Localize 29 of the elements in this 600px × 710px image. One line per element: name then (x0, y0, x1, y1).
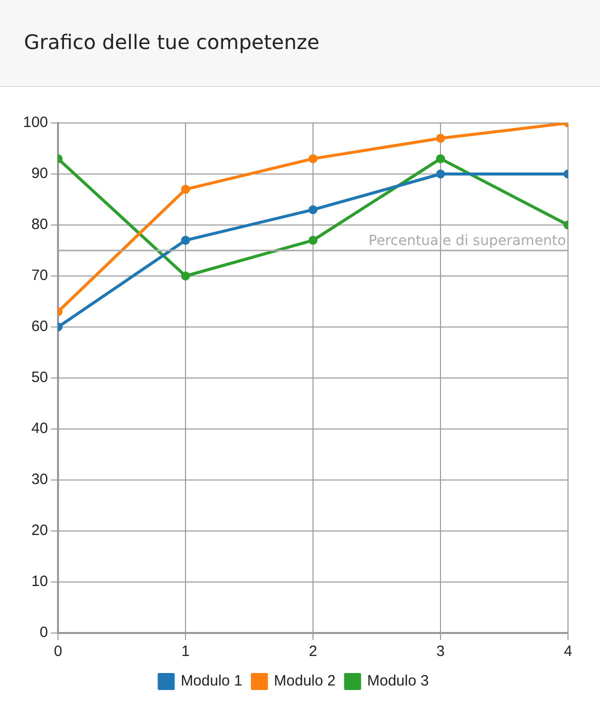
x-tick-label: 1 (181, 643, 190, 660)
y-tick-label: 10 (31, 573, 48, 590)
x-tick-label: 3 (436, 643, 445, 660)
legend-label: Modulo 2 (274, 672, 336, 690)
point (308, 236, 318, 245)
y-tick-label: 90 (31, 165, 48, 182)
y-tick-label: 60 (31, 318, 48, 336)
point (308, 154, 318, 164)
point (181, 236, 190, 245)
y-tick-label: 70 (31, 267, 48, 284)
y-tick-label: 40 (31, 420, 48, 438)
y-tick-label: 20 (31, 522, 48, 540)
legend-label: Modulo 1 (180, 672, 242, 690)
x-tick-label: 4 (564, 643, 572, 660)
point (436, 134, 446, 143)
point (181, 184, 190, 194)
y-tick-label: 80 (31, 216, 48, 234)
y-tick-label: 0 (40, 624, 48, 642)
y-tick-label: 30 (31, 471, 48, 488)
x-tick-label: 2 (308, 643, 318, 660)
y-tick-label: 100 (22, 114, 48, 132)
point (436, 154, 446, 164)
x-tick-label: 0 (54, 643, 62, 660)
point (308, 205, 318, 214)
y-tick-label: 50 (31, 369, 48, 386)
chart-title: Grafico delle tue competenze (0, 0, 600, 87)
point (436, 170, 446, 178)
point (181, 272, 190, 280)
legend-label: Modulo 3 (367, 672, 429, 690)
